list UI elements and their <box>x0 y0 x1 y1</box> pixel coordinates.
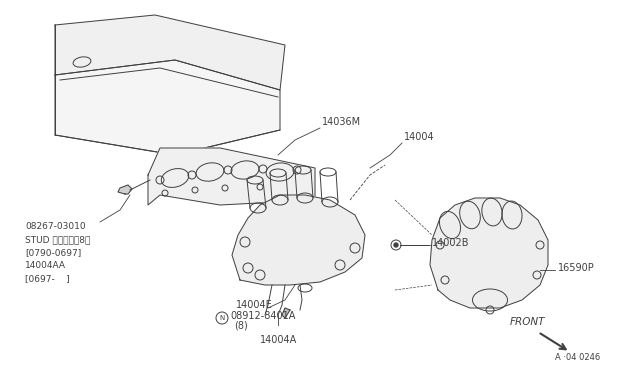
Text: FRONT: FRONT <box>510 317 545 327</box>
Text: 14036M: 14036M <box>322 117 361 127</box>
Text: (8): (8) <box>234 321 248 331</box>
Polygon shape <box>55 60 280 155</box>
Polygon shape <box>148 148 315 205</box>
Text: [0697-    ]: [0697- ] <box>25 274 70 283</box>
Text: 14004E: 14004E <box>236 300 273 310</box>
Circle shape <box>394 243 398 247</box>
Text: A ·04 0246: A ·04 0246 <box>555 353 600 362</box>
Text: 08267-03010: 08267-03010 <box>25 222 86 231</box>
Text: 16590P: 16590P <box>558 263 595 273</box>
Polygon shape <box>430 198 548 308</box>
Polygon shape <box>118 185 132 194</box>
Polygon shape <box>282 308 290 318</box>
Polygon shape <box>232 195 365 285</box>
Text: 08912-8401A: 08912-8401A <box>230 311 296 321</box>
Text: 14004A: 14004A <box>260 335 297 345</box>
Text: 14004AA: 14004AA <box>25 261 66 270</box>
Text: N: N <box>220 315 225 321</box>
Text: 14004: 14004 <box>404 132 435 142</box>
Polygon shape <box>55 15 285 90</box>
Text: 14002B: 14002B <box>432 238 470 248</box>
Text: [0790-0697]: [0790-0697] <box>25 248 81 257</box>
Text: STUD スタッド（8）: STUD スタッド（8） <box>25 235 90 244</box>
